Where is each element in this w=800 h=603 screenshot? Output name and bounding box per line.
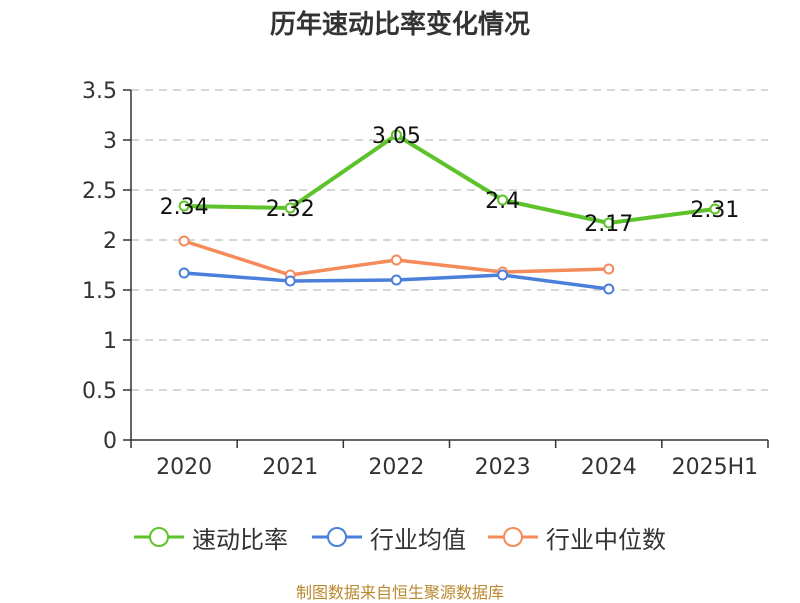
- y-tick-label: 0: [103, 429, 117, 454]
- legend-line-marker: [312, 527, 362, 547]
- data-point: [603, 283, 615, 295]
- legend-item-industry-median[interactable]: 行业中位数: [488, 519, 666, 555]
- x-tick-label: 2020: [156, 455, 212, 480]
- data-point: [709, 203, 721, 215]
- source-footer: 制图数据来自恒生聚源数据库: [295, 583, 504, 602]
- y-tick-label: 2: [103, 229, 117, 254]
- data-label: 2.34: [160, 195, 209, 220]
- legend-item-industry-mean[interactable]: 行业均值: [312, 519, 466, 555]
- chart-title: 历年速动比率变化情况: [269, 10, 530, 40]
- y-tick-label: 1: [103, 329, 117, 354]
- data-point: [284, 275, 296, 287]
- legend-line-marker: [488, 527, 538, 547]
- legend-item-quick-ratio[interactable]: 速动比率: [134, 519, 288, 555]
- data-label: 2.31: [690, 198, 739, 223]
- legend: 速动比率 行业均值 行业中位数: [0, 519, 800, 555]
- y-tick-label: 3: [103, 129, 117, 154]
- data-point: [284, 202, 296, 214]
- data-point: [390, 129, 402, 141]
- x-tick-label: 2021: [262, 455, 318, 480]
- data-point: [497, 194, 509, 206]
- data-point: [390, 274, 402, 286]
- data-point: [178, 235, 190, 247]
- y-tick-label: 1.5: [82, 279, 117, 304]
- axes: 0 0.5 1 1.5 2 2.5 3 3.5 2020 2021 2022 2023 2024 2025…: [82, 79, 769, 480]
- series-lines: [178, 129, 721, 295]
- x-tick-label: 2022: [368, 455, 424, 480]
- data-point: [497, 269, 509, 281]
- y-tick-label: 2.5: [82, 179, 117, 204]
- y-tick-label: 3.5: [82, 79, 117, 104]
- data-label: 2.32: [266, 197, 315, 222]
- data-point: [178, 200, 190, 212]
- data-point: [603, 217, 615, 229]
- legend-label: 行业中位数: [546, 525, 666, 554]
- grid-lines: [131, 89, 768, 391]
- x-tick-label: 2023: [475, 455, 531, 480]
- data-point: [178, 267, 190, 279]
- data-point: [390, 254, 402, 266]
- legend-label: 速动比率: [192, 525, 288, 554]
- data-label: 3.05: [372, 124, 421, 149]
- data-label: 2.4: [485, 189, 520, 214]
- data-point: [603, 263, 615, 275]
- legend-label: 行业均值: [370, 525, 466, 554]
- y-tick-label: 0.5: [82, 379, 117, 404]
- series-line: [184, 133, 716, 225]
- x-tick-label: 2024: [581, 455, 637, 480]
- data-labels: 2.34 2.32 3.05 2.4 2.17 2.31: [160, 124, 740, 237]
- data-label: 2.17: [584, 212, 633, 237]
- x-tick-label: 2025H1: [672, 455, 759, 480]
- legend-line-marker: [134, 527, 184, 547]
